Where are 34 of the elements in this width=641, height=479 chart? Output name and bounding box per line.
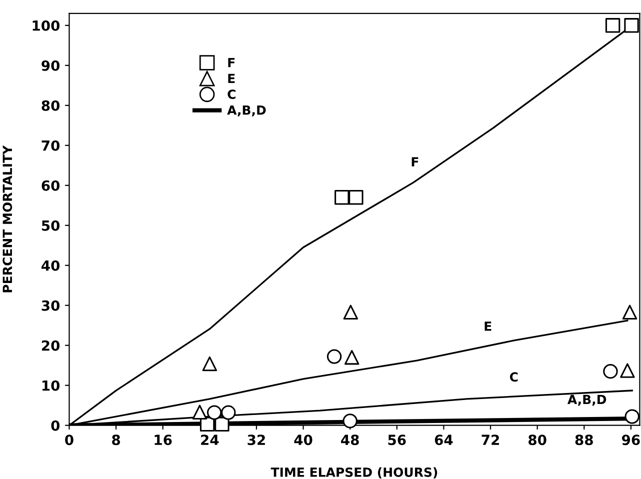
x-tick-label: 80 [528, 434, 546, 446]
y-tick-label: 10 [42, 380, 60, 391]
series-label: E [484, 322, 492, 331]
x-tick-label: 48 [341, 434, 359, 446]
x-tick-label: 0 [65, 434, 74, 446]
legend-label: E [228, 74, 235, 83]
x-tick-label: 8 [112, 434, 120, 446]
y-tick-label: 40 [42, 260, 60, 271]
y-tick-label: 90 [42, 60, 60, 71]
y-tick-label: 60 [42, 180, 60, 191]
series-label: C [510, 372, 518, 382]
x-tick-label: 56 [388, 434, 406, 446]
y-tick-label: 20 [42, 340, 60, 351]
x-tick-label: 40 [294, 434, 312, 446]
y-tick-label: 30 [42, 300, 60, 311]
series-label: F [412, 157, 418, 166]
x-tick-label: 64 [434, 434, 453, 446]
x-tick-label: 32 [248, 434, 265, 446]
legend-label: F [228, 58, 235, 68]
y-tick-label: 50 [42, 220, 60, 231]
text: A,B,D [567, 394, 606, 406]
y-tick-label: 80 [42, 100, 60, 111]
y-tick-label: 100 [32, 20, 60, 31]
x-tick-label: 72 [482, 434, 499, 445]
legend-label: A,B,D [227, 106, 266, 116]
x-tick-label: 16 [154, 434, 172, 446]
x-tick-label: 96 [622, 434, 640, 446]
x-tick-label: 88 [575, 434, 593, 446]
x-axis-title: TIME ELAPSED (HOURS) [270, 467, 438, 478]
legend-label: C [228, 90, 236, 99]
y-tick-label: 70 [42, 140, 60, 151]
y-axis-title: PERCENT MORTALITY [2, 145, 12, 292]
y-tick-label: 0 [51, 420, 60, 431]
x-tick-label: 24 [201, 434, 219, 445]
